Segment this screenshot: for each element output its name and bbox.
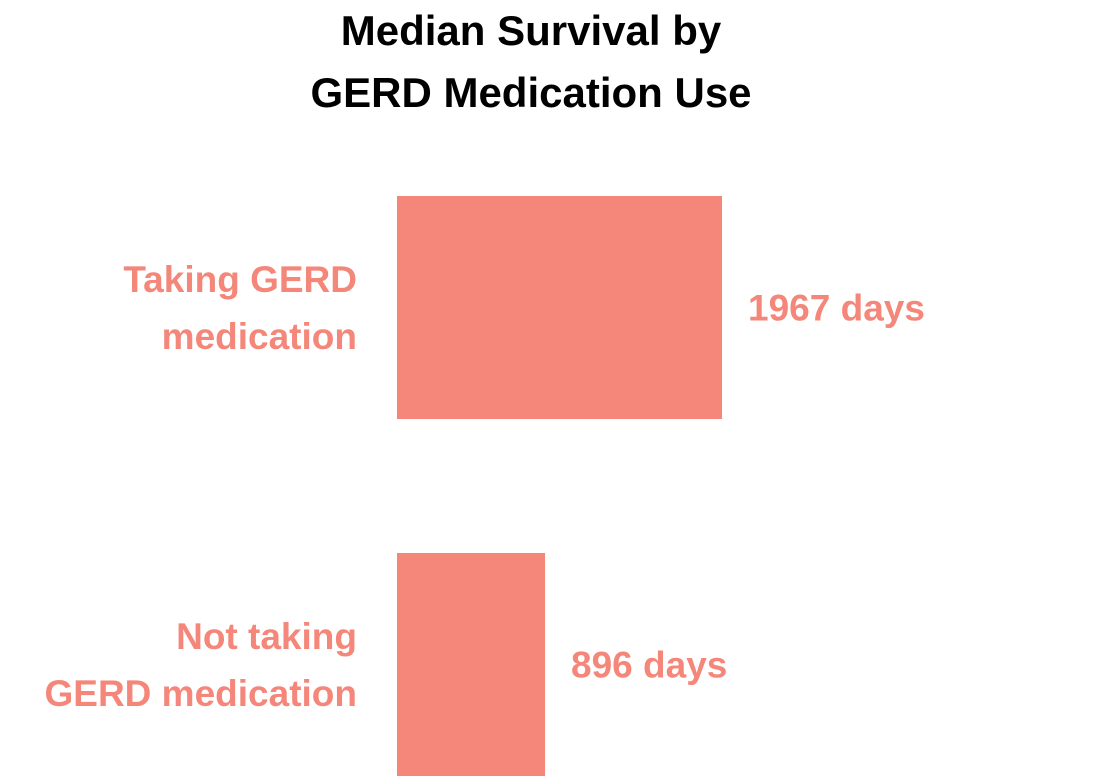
category-label-1-line-2: medication [162,316,357,357]
category-label-1-line-1: Taking GERD [123,259,357,300]
category-label-2: Not taking GERD medication [45,616,358,714]
value-label-2: 896 days [571,645,727,686]
category-label-2-line-1: Not taking [176,616,357,657]
category-label-2-line-2: GERD medication [45,673,358,714]
chart-title-line-1: Median Survival by [340,7,722,54]
bar-2 [397,553,546,776]
chart-title-line-2: GERD Medication Use [310,69,752,116]
chart-title: Median Survival by GERD Medication Use [0,0,1062,124]
category-label-1: Taking GERD medication [123,259,357,357]
value-label-1: 1967 days [748,288,925,329]
bar-1 [397,196,722,419]
